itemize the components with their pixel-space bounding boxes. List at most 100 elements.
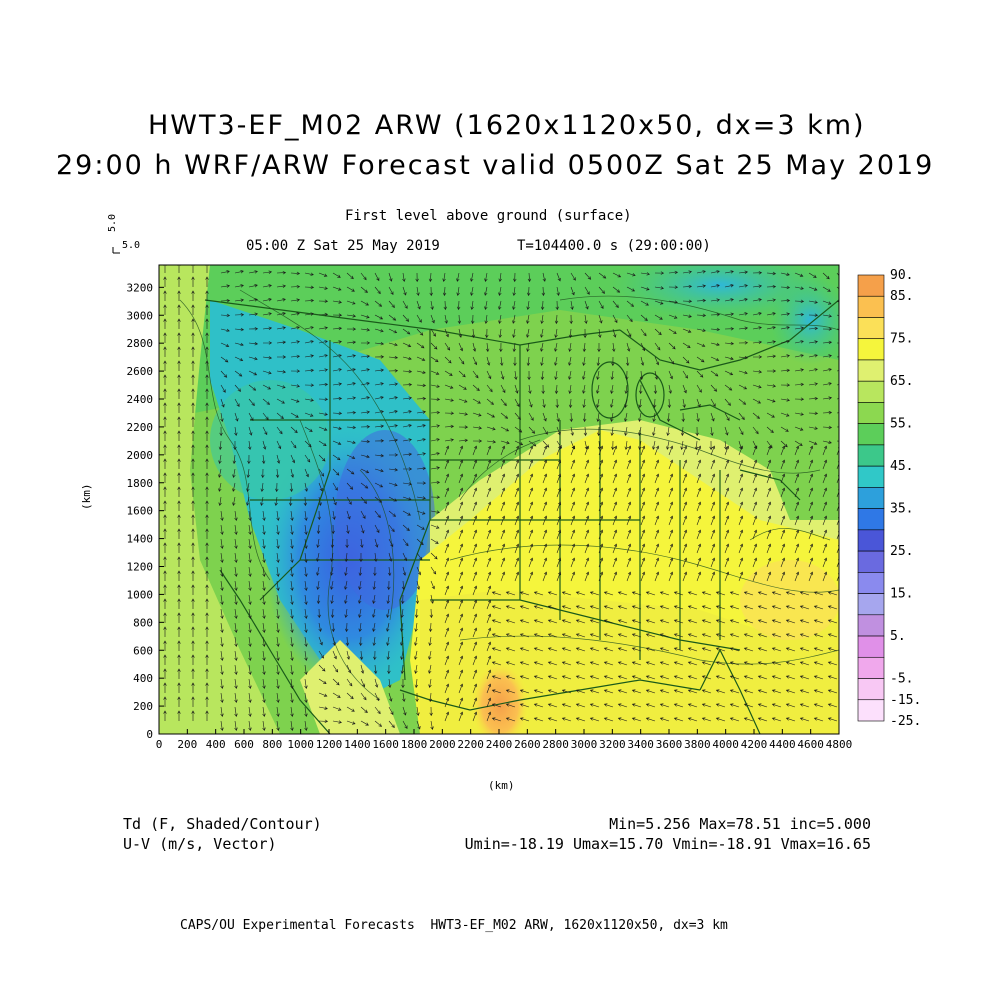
wind-arrow: [626, 314, 633, 323]
wind-arrow: [836, 398, 839, 400]
wind-arrow: [416, 566, 421, 576]
wind-arrow: [533, 619, 544, 624]
wind-arrow: [654, 328, 662, 336]
wind-arrow: [331, 622, 336, 633]
wind-arrow: [486, 711, 492, 722]
wind-arrow: [738, 312, 748, 316]
wind-arrow: [304, 594, 308, 606]
wind-arrow: [290, 608, 294, 620]
wind-arrow: [724, 445, 730, 456]
wind-arrow: [444, 543, 450, 554]
wind-arrow: [519, 675, 530, 680]
wind-arrow: [318, 397, 329, 401]
wind-arrow: [500, 412, 509, 419]
wind-arrow: [682, 487, 688, 498]
wind-arrow: [344, 608, 348, 619]
wind-arrow: [612, 487, 618, 498]
wind-arrow: [472, 342, 477, 352]
wind-arrow: [626, 487, 632, 498]
wind-arrow: [556, 459, 562, 470]
wind-arrow: [246, 496, 250, 506]
wind-arrow: [430, 300, 434, 310]
wind-arrow: [597, 426, 601, 437]
wind-arrow: [766, 501, 772, 512]
wind-arrow: [262, 426, 268, 436]
wind-arrow: [682, 356, 690, 364]
wind-arrow: [491, 717, 502, 722]
wind-arrow: [836, 272, 839, 277]
wind-arrow: [304, 650, 308, 662]
wind-arrow: [808, 543, 814, 554]
wind-arrow: [836, 412, 839, 414]
wind-arrow: [234, 298, 245, 302]
wind-arrow: [570, 459, 576, 470]
wind-arrow: [430, 720, 434, 730]
wind-arrow: [598, 445, 604, 456]
wind-arrow: [794, 459, 800, 470]
wind-arrow: [752, 340, 763, 344]
wind-arrow: [743, 689, 754, 694]
wind-arrow: [598, 328, 602, 339]
wind-arrow: [827, 661, 838, 666]
wind-arrow: [388, 552, 393, 562]
wind-arrow: [682, 270, 693, 274]
wind-arrow: [220, 636, 224, 648]
wind-arrow: [205, 346, 209, 357]
wind-arrow: [827, 605, 838, 610]
x-tick-label: 4000: [712, 738, 739, 751]
wind-arrow: [668, 515, 674, 526]
wind-arrow: [766, 312, 776, 316]
wind-arrow: [583, 328, 587, 339]
valid-time-label: 05:00 Z Sat 25 May 2019: [246, 238, 440, 254]
wind-arrow: [766, 571, 772, 582]
wind-arrow: [416, 538, 424, 546]
wind-arrow: [330, 580, 334, 590]
wind-arrow: [304, 678, 308, 690]
wind-arrow: [276, 426, 283, 435]
wind-arrow: [177, 570, 181, 581]
wind-arrow: [766, 515, 772, 526]
wind-arrow: [276, 692, 280, 704]
wind-arrow: [262, 341, 273, 345]
wind-arrow: [673, 703, 684, 708]
wind-arrow: [668, 543, 674, 554]
wind-arrow: [415, 594, 420, 605]
wind-arrow: [827, 591, 838, 596]
wind-arrow: [234, 342, 244, 347]
colorbar-swatch: [857, 614, 885, 637]
colorbar-label: 15.: [890, 587, 913, 602]
wind-arrow: [556, 557, 562, 568]
wind-arrow: [402, 300, 408, 309]
wind-arrow: [724, 312, 735, 316]
wind-arrow: [570, 286, 575, 296]
wind-arrow: [682, 445, 688, 456]
wind-arrow: [710, 515, 716, 526]
wind-arrow: [612, 473, 618, 484]
wind-arrow: [626, 445, 632, 456]
wind-arrow: [360, 720, 369, 726]
wind-arrow: [696, 445, 702, 456]
wind-arrow: [304, 298, 315, 303]
wind-arrow: [276, 650, 280, 662]
wind-arrow: [794, 326, 805, 330]
wind-arrow: [710, 459, 716, 470]
wind-arrow: [631, 703, 642, 708]
wind-arrow: [561, 591, 572, 596]
wind-arrow: [766, 459, 772, 470]
wind-arrow: [472, 543, 478, 554]
wind-arrow: [666, 426, 670, 437]
wind-arrow: [598, 501, 604, 512]
wind-arrow: [248, 608, 252, 620]
wind-arrow: [360, 482, 369, 489]
wind-arrow: [290, 398, 300, 403]
wind-arrow: [260, 496, 264, 506]
wind-arrow: [799, 661, 810, 666]
wind-arrow: [163, 598, 167, 609]
wind-arrow: [710, 571, 716, 582]
wind-arrow: [191, 430, 195, 441]
wind-arrow: [262, 608, 266, 620]
wind-arrow: [724, 501, 730, 512]
wind-arrow: [191, 584, 195, 595]
wind-arrow: [289, 482, 294, 493]
wind-arrow: [486, 515, 492, 526]
